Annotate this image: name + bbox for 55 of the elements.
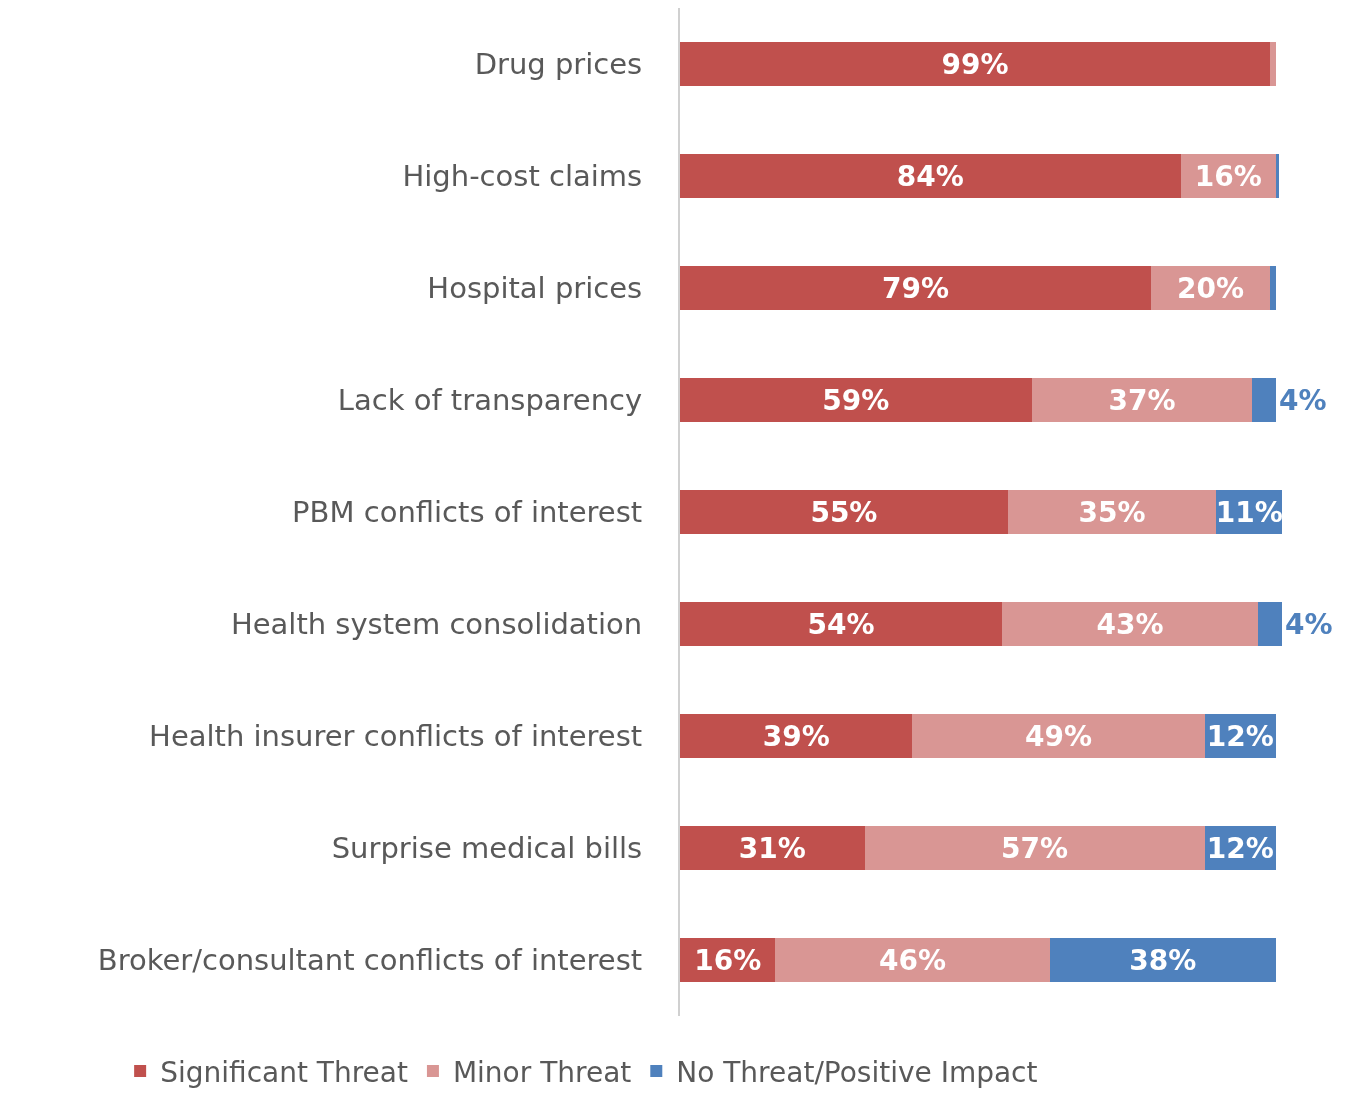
- bar: [912, 713, 1205, 759]
- data-label: 46%: [878, 943, 946, 977]
- data-label: 57%: [1001, 831, 1069, 865]
- bar: [864, 825, 1205, 871]
- data-label: 43%: [1096, 607, 1164, 641]
- y-tick-label: Lack of transparency: [337, 383, 643, 418]
- bar: [1252, 377, 1277, 423]
- data-label: 16%: [1194, 159, 1262, 193]
- data-label: 16%: [694, 943, 762, 977]
- data-label: 11%: [1215, 495, 1283, 529]
- bar: [775, 937, 1050, 983]
- bar: [680, 825, 865, 871]
- bar: [1007, 489, 1217, 535]
- bar: [680, 153, 1181, 199]
- y-tick-label: Health system consolidation: [230, 607, 643, 642]
- bar: [680, 377, 1032, 423]
- bar: [680, 601, 1002, 647]
- bar: [680, 265, 1151, 311]
- data-label: 20%: [1176, 271, 1244, 305]
- bar: [680, 489, 1008, 535]
- bar: [680, 41, 1271, 87]
- y-tick-label: Surprise medical bills: [331, 831, 643, 866]
- y-tick-label: PBM conflicts of interest: [292, 495, 643, 530]
- data-label: 37%: [1108, 383, 1176, 417]
- data-label: 59%: [822, 383, 890, 417]
- data-label: 39%: [762, 719, 830, 753]
- y-tick-label: Drug prices: [474, 47, 643, 82]
- data-label: 35%: [1078, 495, 1146, 529]
- bar: [1049, 937, 1277, 983]
- bar: [1001, 601, 1259, 647]
- data-label: 4%: [1279, 383, 1327, 417]
- legend-label: No Threat/Positive Impact: [676, 1055, 1038, 1089]
- data-label: 38%: [1129, 943, 1197, 977]
- bar: [1270, 41, 1277, 87]
- y-tick-label: Broker/consultant conflicts of interest: [97, 943, 643, 978]
- data-label: 99%: [941, 47, 1009, 81]
- bar: [1276, 153, 1280, 199]
- y-tick-label: Hospital prices: [427, 271, 643, 306]
- bar: [1031, 377, 1253, 423]
- y-tick-label: Health insurer conflicts of interest: [149, 719, 643, 754]
- y-tick-label: High-cost claims: [402, 159, 643, 194]
- legend-label: Minor Threat: [452, 1055, 632, 1089]
- bar: [680, 713, 913, 759]
- legend-label: Significant Threat: [160, 1055, 408, 1089]
- data-label: 79%: [881, 271, 949, 305]
- data-label: 54%: [807, 607, 875, 641]
- data-label: 84%: [896, 159, 964, 193]
- bar: [1270, 265, 1277, 311]
- data-label: 4%: [1285, 607, 1333, 641]
- data-label: 31%: [738, 831, 806, 865]
- data-label: 12%: [1206, 719, 1274, 753]
- data-label: 55%: [810, 495, 878, 529]
- bar: [1258, 601, 1282, 647]
- data-label: 12%: [1206, 831, 1274, 865]
- data-label: 49%: [1024, 719, 1092, 753]
